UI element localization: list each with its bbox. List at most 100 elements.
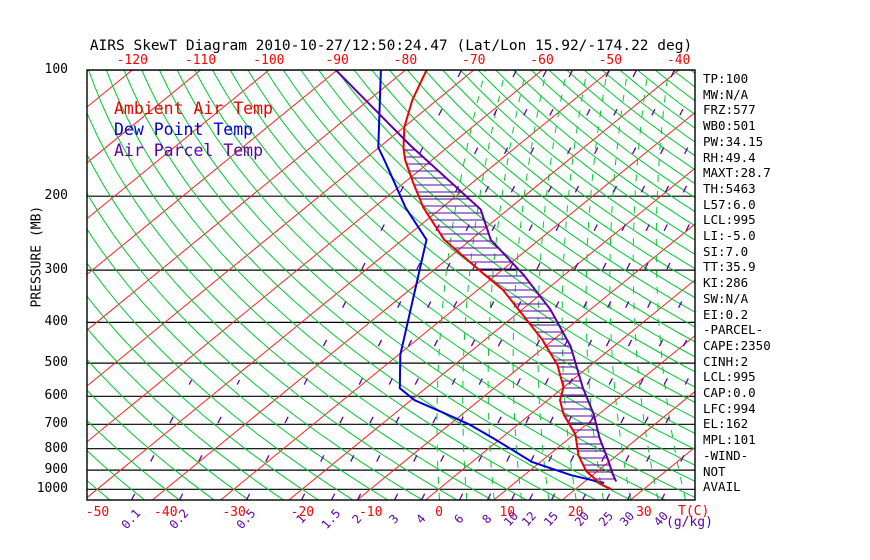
stat-line: LCL:995 bbox=[703, 369, 756, 385]
cape-hatch-area bbox=[403, 149, 615, 480]
stat-line: MAXT:28.7 bbox=[703, 165, 771, 181]
mixing-ratio-line bbox=[510, 131, 695, 500]
stat-line: EL:162 bbox=[703, 416, 749, 432]
stat-line: TT:35.9 bbox=[703, 259, 756, 275]
parcel-temp-curve bbox=[335, 70, 618, 482]
top-temp-tick: -110 bbox=[184, 53, 217, 68]
bottom-temp-tick: -30 bbox=[222, 505, 246, 520]
stat-line: WB0:501 bbox=[703, 118, 756, 134]
stat-line: LI:-5.0 bbox=[703, 228, 756, 243]
pressure-tick-1000: 1000 bbox=[36, 481, 68, 497]
isotherm-line bbox=[87, 70, 270, 220]
stat-line: TP:100 bbox=[703, 71, 749, 86]
mixing-ratio-line bbox=[486, 83, 695, 500]
dry-adiabat-line bbox=[424, 70, 695, 284]
dry-adiabat-line bbox=[87, 153, 457, 500]
stat-line: FRZ:577 bbox=[703, 102, 756, 118]
bottom-temp-tick: -40 bbox=[154, 505, 178, 520]
stat-line: -PARCEL- bbox=[703, 322, 764, 338]
isotherm-line bbox=[87, 70, 133, 108]
isotherm-line bbox=[87, 70, 543, 443]
dry-adiabat-line bbox=[87, 419, 180, 500]
dry-adiabat-line bbox=[336, 70, 695, 358]
top-temp-tick: -80 bbox=[393, 53, 418, 68]
stat-line: CINH:2 bbox=[703, 353, 749, 369]
dry-adiabat-line bbox=[141, 70, 631, 500]
dewpoint-curve bbox=[377, 70, 605, 484]
dry-adiabat-line bbox=[442, 70, 695, 270]
isotherm-line bbox=[493, 335, 695, 500]
top-temp-tick: -100 bbox=[253, 53, 285, 68]
dry-adiabat-line bbox=[300, 70, 695, 388]
stat-line: LFC:994 bbox=[703, 400, 756, 416]
bottom-temp-tick: 20 bbox=[567, 505, 584, 520]
stat-line: SW:N/A bbox=[703, 290, 749, 306]
dry-adiabat-line bbox=[265, 70, 695, 419]
legend-parcel-label: Air Parcel Temp bbox=[114, 141, 264, 160]
isotherm-line bbox=[87, 70, 338, 276]
stat-line: AVAIL bbox=[703, 479, 741, 495]
bottom-temp-tick: 10 bbox=[499, 505, 516, 520]
dry-adiabat-line bbox=[459, 70, 695, 255]
dry-adiabat-line bbox=[87, 295, 319, 500]
page-title: AIRS SkewT Diagram 2010-10-27/12:50:24.4… bbox=[89, 38, 693, 54]
dry-adiabat-line bbox=[566, 70, 695, 171]
pressure-tick-200: 200 bbox=[44, 188, 68, 204]
dry-adiabat-line bbox=[87, 192, 423, 500]
top-temp-tick: -70 bbox=[462, 53, 486, 68]
ambient-temp-curve bbox=[402, 70, 612, 491]
stat-line: PW:34.15 bbox=[703, 133, 764, 149]
stat-line: MW:N/A bbox=[703, 86, 749, 102]
legend-dew-label: Dew Point Temp bbox=[114, 120, 254, 139]
dry-adiabat-line bbox=[229, 70, 695, 450]
isotherm-line bbox=[87, 70, 475, 387]
dry-adiabat-line bbox=[194, 70, 695, 482]
mixing-unit-label: (g/kg) bbox=[666, 515, 713, 530]
top-temp-tick: -90 bbox=[325, 53, 349, 68]
dry-adiabat-line bbox=[87, 479, 110, 500]
pressure-tick-300: 300 bbox=[44, 262, 68, 278]
top-temp-tick: -60 bbox=[530, 53, 554, 68]
top-temp-tick: -120 bbox=[116, 53, 148, 68]
stat-line: EI:0.2 bbox=[703, 306, 749, 322]
bottom-temp-tick: -50 bbox=[85, 505, 110, 520]
dry-adiabat-line bbox=[406, 70, 695, 299]
stat-line: TH:5463 bbox=[703, 180, 756, 196]
moist-adiabat-line bbox=[655, 70, 686, 500]
isotherm-line bbox=[87, 70, 201, 164]
mixing-ratio-line bbox=[581, 273, 695, 500]
isotherm-line bbox=[356, 223, 695, 500]
dry-adiabat-line bbox=[87, 358, 249, 500]
stat-line: NOT bbox=[703, 463, 726, 479]
dry-adiabat-line bbox=[513, 70, 695, 213]
isotherm-line bbox=[288, 167, 695, 500]
dry-adiabat-line bbox=[371, 70, 695, 328]
top-temp-tick: -50 bbox=[598, 53, 623, 68]
dry-adiabat-line bbox=[583, 70, 695, 157]
pressure-tick-700: 700 bbox=[44, 416, 68, 432]
pressure-tick-500: 500 bbox=[44, 355, 68, 371]
legend: Ambient Air Temp Dew Point Temp Air Parc… bbox=[114, 98, 273, 161]
isotherm-line bbox=[87, 70, 611, 499]
stat-line: KI:286 bbox=[703, 275, 749, 291]
stat-line: CAP:0.0 bbox=[703, 385, 756, 400]
pressure-tick-800: 800 bbox=[44, 440, 68, 456]
dry-adiabat-line bbox=[477, 70, 695, 241]
dry-adiabat-line bbox=[495, 70, 695, 227]
pressure-tick-600: 600 bbox=[44, 388, 68, 404]
dry-adiabat-line bbox=[87, 262, 353, 500]
bottom-temp-tick: -10 bbox=[358, 505, 383, 520]
dry-adiabat-line bbox=[87, 228, 388, 500]
stat-line: CAPE:2350 bbox=[703, 337, 771, 353]
bottom-temp-tick: 0 bbox=[435, 505, 443, 520]
stat-line: -WIND- bbox=[703, 447, 749, 463]
bottom-temp-tick: -20 bbox=[290, 505, 315, 520]
dry-adiabat-line bbox=[212, 70, 695, 466]
dry-adiabat-line bbox=[105, 70, 562, 500]
stat-line: LCL:995 bbox=[703, 212, 756, 228]
top-temp-tick: -40 bbox=[666, 53, 691, 68]
dry-adiabat-line bbox=[353, 70, 695, 343]
stat-line: SI:7.0 bbox=[703, 243, 749, 259]
dry-adiabat-line bbox=[87, 327, 284, 500]
plot-area bbox=[87, 70, 695, 500]
